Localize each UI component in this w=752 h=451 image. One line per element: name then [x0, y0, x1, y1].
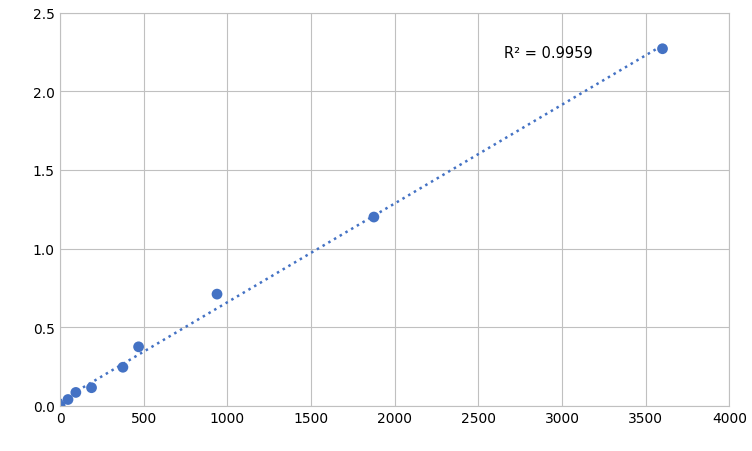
Point: [117, 364, 129, 371]
Point: [656, 46, 669, 53]
Text: R² = 0.9959: R² = 0.9959: [504, 46, 592, 60]
Point: [86, 384, 98, 391]
Point: [54, 402, 66, 410]
Point: [70, 389, 82, 396]
Point: [211, 291, 223, 298]
Point: [62, 396, 74, 403]
Point: [132, 344, 144, 351]
Point: [368, 214, 380, 221]
